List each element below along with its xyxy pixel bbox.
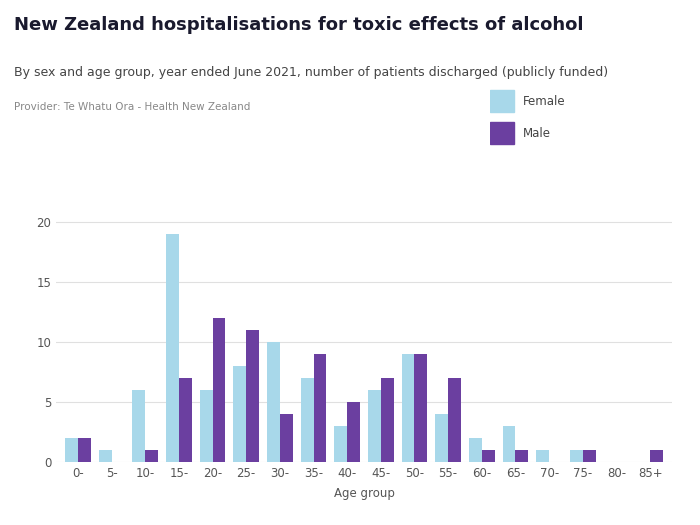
Bar — [515, 450, 528, 462]
Text: figure.nz: figure.nz — [570, 29, 648, 44]
Text: Male: Male — [524, 127, 552, 140]
Text: New Zealand hospitalisations for toxic effects of alcohol: New Zealand hospitalisations for toxic e… — [14, 16, 584, 34]
Bar — [469, 438, 482, 462]
Bar — [381, 378, 393, 462]
Bar — [650, 450, 663, 462]
Bar — [583, 450, 596, 462]
Bar — [301, 378, 314, 462]
Bar — [213, 318, 225, 462]
Bar — [199, 390, 213, 462]
Bar — [347, 402, 360, 462]
Bar — [267, 342, 280, 462]
FancyBboxPatch shape — [490, 122, 514, 144]
Text: Female: Female — [524, 95, 566, 108]
Bar — [132, 390, 145, 462]
Bar — [448, 378, 461, 462]
Text: By sex and age group, year ended June 2021, number of patients discharged (publi: By sex and age group, year ended June 20… — [14, 66, 608, 79]
Bar — [570, 450, 583, 462]
Bar — [402, 354, 414, 462]
Bar — [179, 378, 192, 462]
Bar — [246, 330, 259, 462]
X-axis label: Age group: Age group — [334, 487, 394, 500]
Bar — [99, 450, 111, 462]
Bar — [368, 390, 381, 462]
Bar — [536, 450, 549, 462]
Bar — [314, 354, 326, 462]
Bar — [414, 354, 427, 462]
Bar — [233, 366, 246, 462]
Text: Provider: Te Whatu Ora - Health New Zealand: Provider: Te Whatu Ora - Health New Zeal… — [14, 102, 251, 112]
Bar — [335, 426, 347, 462]
Bar — [65, 438, 78, 462]
Bar — [435, 414, 448, 462]
FancyBboxPatch shape — [490, 90, 514, 112]
Bar — [145, 450, 158, 462]
Bar — [78, 438, 91, 462]
Bar — [166, 234, 179, 462]
Bar — [280, 414, 293, 462]
Bar — [482, 450, 495, 462]
Bar — [503, 426, 515, 462]
